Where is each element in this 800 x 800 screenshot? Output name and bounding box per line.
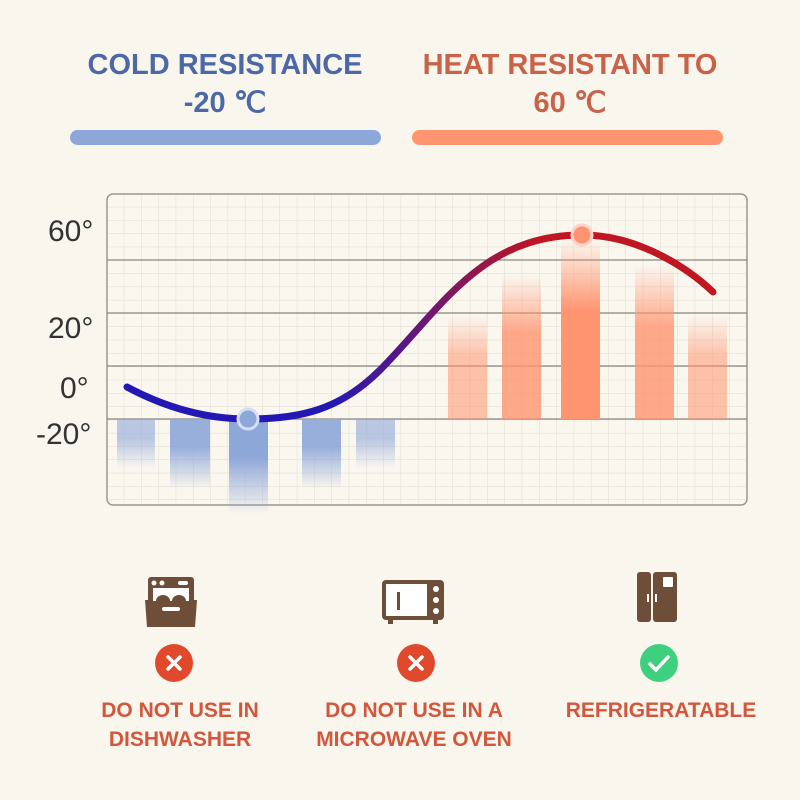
cold-resistance-heading: COLD RESISTANCE -20 ℃ [40,46,410,122]
dishwasher-icon [145,577,197,627]
caption-line: DO NOT USE IN [101,699,259,722]
caption-line: DISHWASHER [108,728,252,751]
refrigerator-icon [637,572,677,622]
heat-resistance-heading: HEAT RESISTANT TO 60 ℃ [390,46,750,122]
cross-icon [397,644,435,682]
min-point [236,407,260,431]
microwave-icon [382,580,444,624]
heat-bar [412,130,723,145]
y-label-60: 60° [48,215,94,248]
dishwasher-caption: DO NOT USE IN DISHWASHER [50,696,310,754]
heat-value: 60 ℃ [533,87,607,119]
temperature-graph [106,193,748,514]
caption-line: DO NOT USE IN A [325,699,503,722]
y-label-20: 20° [48,312,94,345]
caption-line: MICROWAVE OVEN [316,728,512,751]
refrigerator-caption: REFRIGERATABLE [531,696,791,725]
y-label-minus20: -20° [36,418,92,451]
y-label-0: 0° [60,372,89,405]
cold-title: COLD RESISTANCE [87,49,363,81]
cold-value: -20 ℃ [183,87,267,119]
microwave-caption: DO NOT USE IN A MICROWAVE OVEN [284,696,544,754]
cross-icon [155,644,193,682]
cold-bars [117,419,395,514]
heat-bars [448,240,727,419]
heat-title: HEAT RESISTANT TO [422,49,718,81]
temperature-curve [123,231,717,423]
max-point [570,223,594,247]
check-icon [640,644,678,682]
cold-bar [70,130,381,145]
caption-line: REFRIGERATABLE [565,699,757,722]
